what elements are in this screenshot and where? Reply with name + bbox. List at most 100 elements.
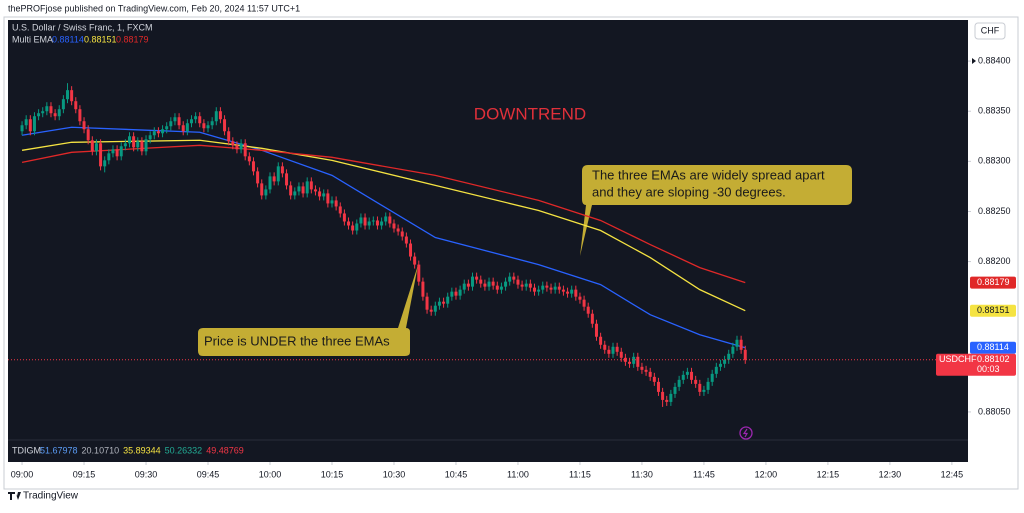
candle-body [723, 359, 727, 364]
candle-body [479, 279, 483, 284]
candle-body [396, 228, 400, 232]
ema-line [21, 139, 746, 312]
candle-body [603, 344, 607, 350]
ema-note-line: and they are sloping -30 degrees. [592, 184, 786, 199]
ema-line [21, 144, 746, 284]
candle-body [718, 363, 722, 367]
candle-body [28, 119, 32, 132]
currency-label[interactable]: CHF [981, 25, 1000, 35]
candle-body [161, 129, 165, 134]
candle-body [450, 291, 454, 297]
candle-body [45, 106, 49, 112]
candle-body [194, 116, 198, 120]
x-tick-label: 10:00 [259, 469, 282, 479]
candle-body [714, 366, 718, 374]
candle-body [86, 129, 90, 141]
candle-body [727, 353, 731, 360]
legend-value: 0.88179 [116, 34, 149, 44]
candle-body [520, 284, 524, 287]
price-badge [936, 353, 1016, 376]
candle-body [123, 143, 127, 147]
candle-body [82, 121, 86, 130]
candle-body [532, 287, 536, 292]
x-tick-label: 11:15 [569, 469, 591, 479]
candle-body [404, 236, 408, 244]
x-tick-label: 11:30 [631, 469, 653, 479]
candle-body [305, 181, 309, 194]
ema-badge [970, 341, 1016, 354]
candle-body [107, 153, 111, 161]
x-tick-label: 09:15 [73, 469, 96, 479]
candle-body [702, 389, 706, 392]
candle-body [487, 281, 491, 287]
event-icon[interactable] [739, 426, 753, 440]
candle-body [446, 296, 450, 304]
candle-body [231, 141, 235, 146]
y-tick-label: 0.88300 [978, 156, 1011, 166]
candle-body [132, 136, 136, 148]
candle-body [280, 166, 284, 174]
candle-body [61, 99, 65, 110]
event-icon-bolt [742, 428, 749, 438]
candle-body [70, 90, 74, 102]
countdown: 00:03 [977, 364, 1000, 374]
ema-line [21, 126, 746, 349]
candle-body [632, 356, 636, 364]
candle-body [619, 351, 623, 358]
candle-body [586, 306, 590, 314]
candle-body [103, 160, 107, 167]
trend-label: DOWNTREND [474, 104, 586, 123]
candle-body [115, 149, 119, 157]
candle-body [256, 171, 260, 184]
indicator-name: TDIGM [12, 445, 41, 455]
candle-body [628, 361, 632, 364]
candle-body [566, 291, 570, 294]
x-tick-label: 12:00 [755, 469, 778, 479]
candle-body [574, 289, 578, 297]
candle-body [504, 281, 508, 287]
indicator-value: 20.10710 [82, 445, 120, 455]
candle-body [309, 181, 313, 190]
candle-body [218, 111, 222, 120]
candle-body [648, 371, 652, 377]
candle-body [656, 381, 660, 392]
candle-body [53, 113, 57, 117]
candle-body [553, 286, 557, 290]
x-tick-label: 10:45 [445, 469, 468, 479]
candle-body [442, 301, 446, 304]
candle-body [710, 373, 714, 382]
candle-body [380, 221, 384, 226]
candle-body [260, 183, 264, 196]
candle-body [313, 189, 317, 192]
candle-body [570, 289, 574, 294]
candle-body [20, 125, 24, 132]
legend-label: Multi EMA [12, 34, 53, 44]
candle-body [392, 223, 396, 229]
candle-body [247, 156, 251, 162]
candle-body [90, 140, 94, 152]
candle-body [545, 285, 549, 288]
candle-body [177, 117, 181, 126]
publisher: thePROFjose published on TradingView.com… [8, 3, 300, 13]
price-callout [198, 265, 418, 356]
candle-body [32, 116, 36, 132]
candle-body [367, 221, 371, 226]
candle-body [582, 299, 586, 307]
candle-body [37, 113, 41, 117]
ema-note-line: The three EMAs are widely spread apart [592, 167, 825, 182]
candle-body [94, 143, 98, 152]
candle-body [433, 305, 437, 312]
candle-body [347, 221, 351, 226]
candle-body [148, 135, 152, 140]
candle-body [243, 143, 247, 157]
candle-body [384, 216, 388, 222]
candle-body [268, 176, 272, 190]
y-tick-label: 0.88400 [978, 55, 1011, 65]
candle-body [561, 289, 565, 292]
candle-body [454, 291, 458, 296]
candle-body [413, 256, 417, 265]
price-badge-label: 0.88102 [977, 354, 1010, 364]
currency-button[interactable] [974, 22, 1006, 40]
candle-body [251, 161, 255, 172]
candle-body [541, 285, 545, 290]
